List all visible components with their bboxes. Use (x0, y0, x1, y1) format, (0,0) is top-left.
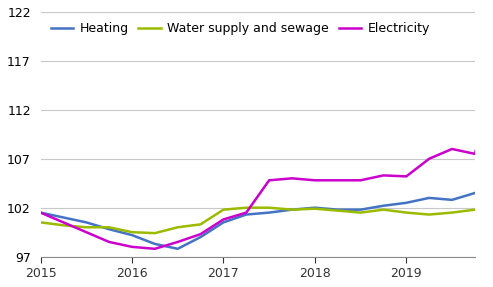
Water supply and sewage (357, 211, 363, 214)
Electricity (335, 179, 341, 182)
Electricity (312, 179, 318, 182)
Electricity (266, 179, 272, 182)
Heating (449, 198, 455, 201)
Heating (37, 211, 43, 214)
Electricity (357, 179, 363, 182)
Water supply and sewage (266, 206, 272, 210)
Heating (244, 213, 249, 216)
Electricity (37, 211, 43, 214)
Electricity (403, 175, 409, 178)
Electricity (289, 177, 295, 180)
Electricity (175, 240, 180, 244)
Heating (220, 221, 226, 224)
Heating (175, 247, 180, 251)
Heating (129, 233, 135, 237)
Electricity (472, 152, 478, 156)
Heating (152, 242, 158, 246)
Water supply and sewage (106, 226, 112, 229)
Water supply and sewage (152, 231, 158, 235)
Heating (357, 208, 363, 212)
Heating (289, 208, 295, 212)
Line: Water supply and sewage: Water supply and sewage (40, 193, 493, 233)
Heating (381, 204, 387, 208)
Heating (198, 235, 204, 239)
Legend: Heating, Water supply and sewage, Electricity: Heating, Water supply and sewage, Electr… (47, 18, 434, 39)
Electricity (83, 230, 89, 234)
Heating (266, 211, 272, 214)
Water supply and sewage (37, 221, 43, 224)
Heating (61, 216, 67, 219)
Water supply and sewage (426, 213, 432, 216)
Electricity (426, 157, 432, 160)
Heating (106, 228, 112, 231)
Water supply and sewage (449, 211, 455, 214)
Electricity (244, 211, 249, 214)
Electricity (220, 218, 226, 221)
Water supply and sewage (61, 224, 67, 227)
Water supply and sewage (220, 208, 226, 212)
Heating (403, 201, 409, 205)
Heating (426, 196, 432, 200)
Electricity (449, 147, 455, 151)
Water supply and sewage (289, 208, 295, 212)
Water supply and sewage (403, 211, 409, 214)
Electricity (61, 221, 67, 224)
Electricity (152, 247, 158, 251)
Water supply and sewage (175, 226, 180, 229)
Line: Heating: Heating (40, 164, 493, 249)
Water supply and sewage (198, 223, 204, 226)
Water supply and sewage (312, 207, 318, 210)
Electricity (381, 174, 387, 177)
Electricity (106, 240, 112, 244)
Water supply and sewage (472, 208, 478, 212)
Line: Electricity: Electricity (40, 56, 493, 249)
Heating (472, 191, 478, 195)
Heating (312, 206, 318, 210)
Electricity (198, 232, 204, 236)
Water supply and sewage (335, 209, 341, 212)
Water supply and sewage (244, 206, 249, 210)
Electricity (129, 245, 135, 249)
Heating (83, 221, 89, 224)
Water supply and sewage (83, 226, 89, 229)
Water supply and sewage (381, 208, 387, 212)
Heating (335, 208, 341, 212)
Water supply and sewage (129, 230, 135, 234)
